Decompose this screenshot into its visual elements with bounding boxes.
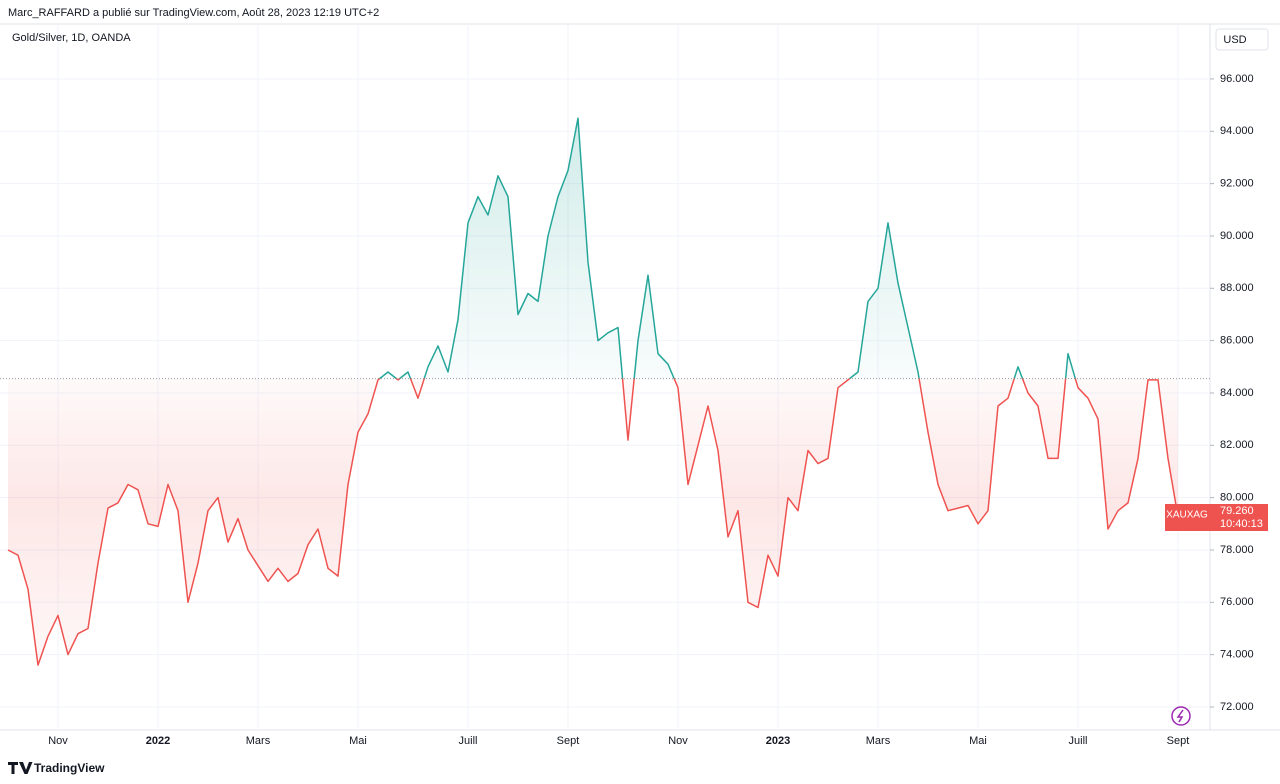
brand: TradingView (34, 761, 105, 775)
baseline-area (8, 118, 1178, 666)
y-tick-label: 72.000 (1220, 701, 1254, 713)
y-tick-label: 78.000 (1220, 544, 1254, 556)
y-tick-label: 82.000 (1220, 439, 1254, 451)
x-tick-label: Mai (349, 735, 367, 747)
alert-icon[interactable] (1171, 706, 1191, 726)
y-tick-label: 94.000 (1220, 125, 1254, 137)
y-tick-label: 76.000 (1220, 596, 1254, 608)
header: Marc_RAFFARD a publié sur TradingView.co… (8, 7, 379, 19)
y-tick-label: 86.000 (1220, 335, 1254, 347)
x-tick-label: Mars (246, 735, 271, 747)
y-tick-label: 80.000 (1220, 492, 1254, 504)
last-price-badge (1165, 503, 1268, 531)
x-tick-label: 2022 (146, 735, 170, 747)
x-tick-label: Juill (1069, 735, 1088, 747)
y-tick-label: 74.000 (1220, 649, 1254, 661)
last-price: 79.260 (1220, 505, 1254, 517)
symbol-label: XAUXAG (1166, 510, 1208, 521)
y-tick-label: 90.000 (1220, 230, 1254, 242)
y-tick-label: 92.000 (1220, 178, 1254, 190)
x-tick-label: 2023 (766, 735, 790, 747)
x-tick-label: Mai (969, 735, 987, 747)
y-tick-label: 84.000 (1220, 387, 1254, 399)
x-tick-label: Sept (1167, 735, 1190, 747)
x-tick-label: Nov (668, 735, 688, 747)
logo-icon (8, 762, 33, 774)
y-tick-label: 96.000 (1220, 73, 1254, 85)
x-tick-label: Juill (459, 735, 478, 747)
chart-title: Gold/Silver, 1D, OANDA (12, 32, 131, 44)
x-tick-label: Sept (557, 735, 580, 747)
countdown: 10:40:13 (1220, 518, 1263, 530)
alert-bolt (1176, 709, 1184, 723)
price-line (7, 117, 1179, 666)
currency[interactable]: USD (1223, 34, 1246, 46)
x-tick-label: Mars (866, 735, 891, 747)
currency-button[interactable] (1215, 28, 1269, 51)
x-tick-label: Nov (48, 735, 68, 747)
y-tick-label: 88.000 (1220, 282, 1254, 294)
